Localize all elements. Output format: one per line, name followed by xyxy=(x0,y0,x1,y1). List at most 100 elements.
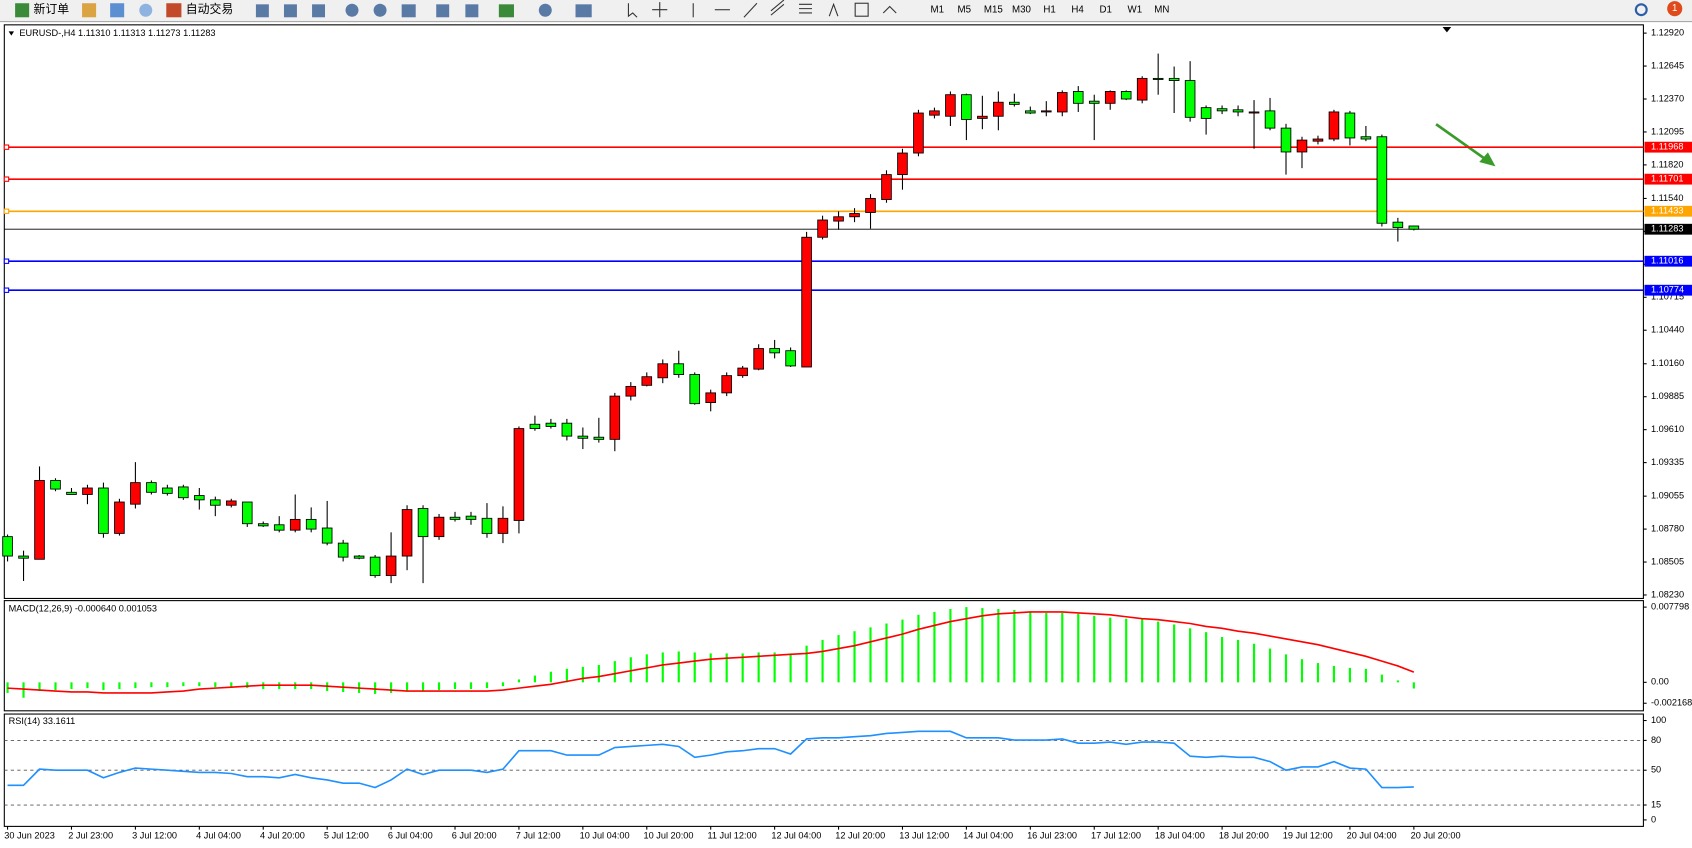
notification-count: 1 xyxy=(1672,3,1677,14)
candle-body xyxy=(433,516,445,538)
candle-body xyxy=(1344,112,1356,139)
candle-body xyxy=(657,363,669,379)
macd-bar xyxy=(1268,648,1272,683)
candle-body xyxy=(1088,100,1100,104)
timeframe-button[interactable]: MN xyxy=(1154,4,1169,15)
x-tick-label: 10 Jul 20:00 xyxy=(644,831,694,841)
macd-bar xyxy=(1364,668,1367,683)
timeframe-button[interactable]: M1 xyxy=(930,4,944,15)
candle-body xyxy=(1072,91,1084,104)
macd-bar xyxy=(102,682,105,691)
candle-body xyxy=(881,174,892,200)
candle-body xyxy=(497,517,509,534)
candle-body xyxy=(1216,108,1228,112)
shapes-tool[interactable] xyxy=(882,5,897,14)
candle-body xyxy=(2,536,13,557)
macd-bar xyxy=(70,682,73,690)
level-price-label: 1.11433 xyxy=(1651,206,1683,216)
candle-body xyxy=(305,518,317,530)
x-tick-label: 12 Jul 04:00 xyxy=(771,831,821,841)
toolbar-icon[interactable] xyxy=(575,4,592,18)
candle-body xyxy=(769,348,780,354)
timeframe-button[interactable]: M30 xyxy=(1012,4,1031,15)
auto-trading-icon[interactable] xyxy=(166,3,182,18)
trendline-tool[interactable] xyxy=(743,2,758,18)
x-tick-label: 4 Jul 04:00 xyxy=(196,831,241,841)
macd-bar xyxy=(1109,617,1112,683)
candle-body xyxy=(929,110,940,116)
text-tool[interactable] xyxy=(828,2,839,17)
macd-bar xyxy=(421,682,425,692)
candle-body xyxy=(82,487,93,495)
x-tick-label: 2 Jul 23:00 xyxy=(68,831,113,841)
candle-body xyxy=(257,523,269,527)
timeframe-button[interactable]: D1 xyxy=(1099,4,1111,15)
toolbar-icon[interactable] xyxy=(465,4,479,18)
toolbar-icon[interactable] xyxy=(345,3,359,17)
level-handle xyxy=(3,176,10,182)
toolbar-icon[interactable] xyxy=(283,4,297,18)
candle-body xyxy=(721,375,732,394)
toolbar-icons xyxy=(255,3,592,18)
macd-bar xyxy=(741,653,744,683)
trend-arrow xyxy=(1435,123,1496,167)
toolbar-icon[interactable] xyxy=(312,4,326,18)
candle-body xyxy=(1408,225,1420,230)
arrow-head xyxy=(1479,152,1496,167)
macd-bar xyxy=(981,608,984,683)
macd-bar xyxy=(198,682,201,687)
level-price-box xyxy=(1644,205,1692,217)
candle-body xyxy=(1041,110,1052,113)
toolbar-icon[interactable] xyxy=(373,3,387,17)
toolbar-icon[interactable] xyxy=(538,3,552,17)
crosshair-tool[interactable] xyxy=(652,2,668,18)
timeframe-button[interactable]: M15 xyxy=(984,4,1003,15)
macd-bar xyxy=(150,682,153,688)
new-order-icon[interactable] xyxy=(15,3,30,18)
candle-body xyxy=(178,486,189,499)
candle-body xyxy=(1152,77,1164,80)
level-price-box xyxy=(1644,284,1692,296)
candle-body xyxy=(1184,80,1196,118)
candle-body xyxy=(353,555,365,559)
timeframe-button[interactable]: H4 xyxy=(1071,4,1084,15)
cursor-tool[interactable] xyxy=(627,3,638,18)
x-tick-label: 13 Jul 12:00 xyxy=(899,831,949,841)
timeframe-button[interactable]: W1 xyxy=(1128,4,1143,15)
toolbar-icon[interactable] xyxy=(139,3,153,17)
timeframe-button[interactable]: M5 xyxy=(957,4,971,15)
y-tick-label: 1.11820 xyxy=(1651,159,1683,169)
label-tool[interactable] xyxy=(854,2,869,17)
level-price-label: 1.10774 xyxy=(1651,285,1684,295)
candle-body xyxy=(66,491,77,495)
macd-bar xyxy=(374,682,377,694)
candle-body xyxy=(194,495,205,501)
macd-bar xyxy=(1013,609,1016,683)
timeframe-button[interactable]: H1 xyxy=(1043,4,1055,15)
main-panel xyxy=(3,24,1644,600)
candle-body xyxy=(1200,107,1212,119)
macd-bar xyxy=(709,653,712,683)
shift-marker xyxy=(1442,27,1452,33)
candle-body xyxy=(289,518,301,531)
macd-bar xyxy=(1300,659,1304,683)
toolbar-icon[interactable] xyxy=(255,4,269,18)
symbol-menu[interactable] xyxy=(8,31,15,36)
toolbar-icon[interactable] xyxy=(436,4,450,18)
level-price-box xyxy=(1644,255,1692,267)
fibo-tool[interactable] xyxy=(799,3,812,14)
toolbar-icon[interactable] xyxy=(401,4,416,18)
toolbar-icon[interactable] xyxy=(82,3,97,18)
candle-body xyxy=(801,236,812,368)
toolbar-icon[interactable] xyxy=(110,3,125,18)
search-button[interactable] xyxy=(1634,3,1648,17)
macd-bar xyxy=(1045,612,1048,683)
notification-badge[interactable] xyxy=(1667,1,1683,17)
channel-tool[interactable] xyxy=(770,0,785,16)
candle-body xyxy=(385,555,397,577)
toolbar-icon[interactable] xyxy=(498,4,514,18)
x-tick-label: 4 Jul 20:00 xyxy=(260,831,305,841)
candle-body xyxy=(1376,136,1388,224)
new-order-button[interactable]: 新订单 xyxy=(33,2,69,16)
auto-trading-button[interactable]: 自动交易 xyxy=(186,2,233,16)
